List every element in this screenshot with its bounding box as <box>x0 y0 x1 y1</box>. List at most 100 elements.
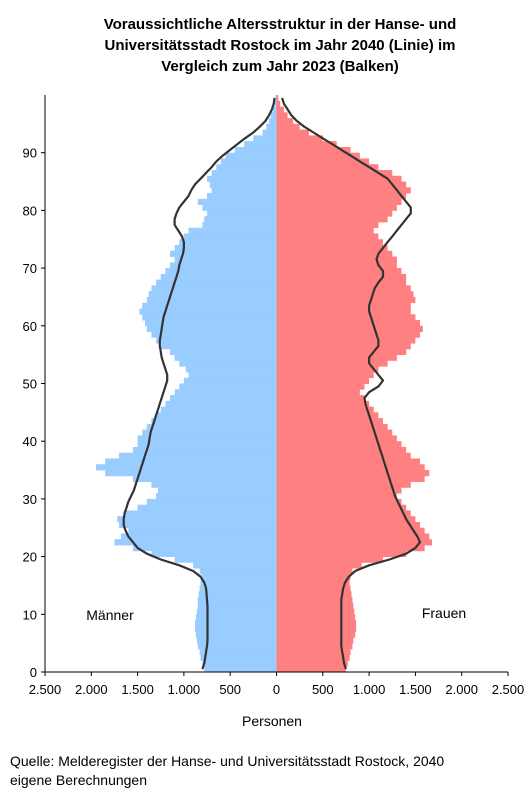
female-bar <box>276 331 421 338</box>
male-bar <box>199 568 277 575</box>
male-bar <box>179 360 277 367</box>
female-bar <box>276 383 365 390</box>
male-bar <box>95 464 277 471</box>
female-bar <box>276 100 281 107</box>
female-bar <box>276 568 353 575</box>
female-bar <box>276 170 393 177</box>
female-bar <box>276 164 379 171</box>
female-bar <box>276 562 362 569</box>
male-bar <box>195 631 277 638</box>
female-bar <box>276 221 379 229</box>
chart-axes: 0 10 20 30 40 50 60 70 80 90 2.500 2.000 1.500 1.000 5… <box>23 95 525 697</box>
male-bar <box>174 556 277 563</box>
male-bar <box>170 250 277 257</box>
female-bar <box>276 475 425 482</box>
male-bar <box>142 314 277 321</box>
male-bar <box>156 279 277 286</box>
male-bar <box>170 262 277 269</box>
male-bar <box>202 204 277 211</box>
male-bar <box>146 325 277 332</box>
male-bar <box>183 377 277 384</box>
female-bar <box>276 631 356 638</box>
female-bar <box>276 337 416 344</box>
female-bar <box>276 285 411 292</box>
male-bar <box>207 175 277 182</box>
male-bar <box>179 239 277 246</box>
x-tick-label: 1.000 <box>353 682 386 697</box>
female-bar <box>276 527 425 534</box>
male-bar <box>204 216 277 223</box>
female-bar <box>276 262 397 269</box>
female-bar <box>276 423 388 431</box>
x-tick-label: 2.500 <box>492 682 525 697</box>
female-bar <box>276 591 352 598</box>
female-bar <box>276 446 407 454</box>
male-bar <box>207 210 277 217</box>
male-bar <box>204 666 277 673</box>
female-bar <box>276 302 411 309</box>
male-bar <box>114 539 277 546</box>
female-bar <box>276 152 360 159</box>
male-bar <box>119 452 277 459</box>
male-bar <box>132 446 277 454</box>
male-bar <box>201 573 277 581</box>
x-tick-label: 2.500 <box>29 682 62 697</box>
female-bar <box>276 360 388 367</box>
female-bar <box>276 371 374 379</box>
x-tick-label: 500 <box>312 682 334 697</box>
male-bar <box>174 256 277 263</box>
male-bar <box>170 395 277 402</box>
male-bar <box>211 187 277 194</box>
female-bar <box>276 95 279 102</box>
female-bar <box>276 389 360 396</box>
female-bar <box>276 320 421 327</box>
female-bar <box>276 550 407 557</box>
female-bar <box>276 123 300 131</box>
male-bar <box>195 625 277 633</box>
female-bar <box>276 412 379 419</box>
female-bar <box>276 395 365 402</box>
male-bar <box>145 320 277 327</box>
male-bar <box>179 383 277 390</box>
male-line-2040 <box>122 97 276 670</box>
male-bar <box>137 441 277 448</box>
male-bar <box>202 660 277 667</box>
y-tick-label: 50 <box>23 377 37 392</box>
male-bar <box>156 412 277 419</box>
x-tick-label: 1.500 <box>399 682 432 697</box>
female-bar <box>276 521 421 529</box>
male-bar <box>275 95 277 102</box>
female-bar <box>276 175 402 182</box>
male-bar <box>105 458 277 465</box>
female-bar <box>276 343 411 350</box>
x-tick-label: 0 <box>273 682 280 697</box>
male-bar <box>132 475 277 482</box>
female-bar <box>276 418 383 425</box>
female-bar <box>276 325 423 332</box>
male-bar <box>151 418 277 425</box>
male-bar <box>146 296 277 304</box>
male-bar <box>160 406 277 413</box>
female-bar <box>276 545 425 552</box>
male-bar <box>234 146 277 154</box>
male-bar <box>142 429 277 436</box>
male-bar <box>151 550 277 557</box>
male-bar <box>262 129 277 136</box>
male-bar <box>225 152 277 159</box>
male-bar <box>142 302 277 309</box>
male-bar <box>183 233 277 240</box>
male-bar <box>202 221 277 229</box>
male-bar <box>188 227 277 234</box>
male-bar <box>156 493 277 500</box>
male-bar <box>197 602 277 609</box>
female-bar <box>276 204 397 211</box>
female-bar <box>276 308 411 315</box>
male-bar <box>197 596 277 604</box>
male-bar <box>220 158 277 165</box>
male-bar <box>174 354 277 361</box>
male-bar <box>165 268 277 275</box>
female-bar <box>276 296 416 304</box>
male-bar <box>200 579 277 586</box>
male-bar <box>266 123 277 131</box>
female-bar <box>276 429 393 436</box>
